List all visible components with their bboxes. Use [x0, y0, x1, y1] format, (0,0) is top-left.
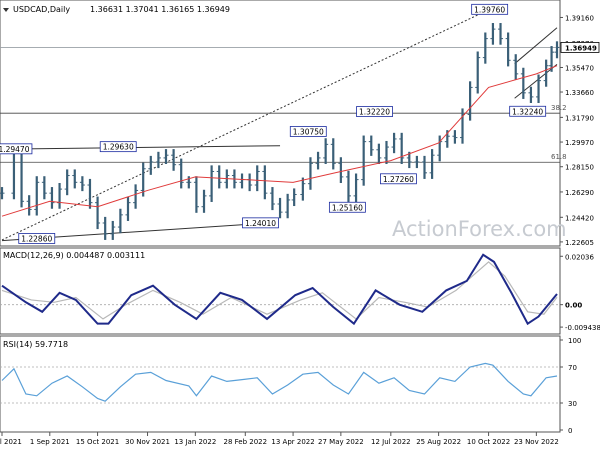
price-tick-label: 1.29970 [565, 139, 594, 147]
trendline [514, 27, 558, 65]
x-tick-label: 27 May 2022 [318, 438, 364, 446]
price-tick-label: 1.35470 [565, 64, 594, 72]
x-tick-label: 1 Sep 2021 [30, 438, 70, 446]
macd-tick-label: 0.02036 [565, 253, 594, 261]
level-label: 1.32220 [359, 108, 390, 117]
level-label: 1.29470 [0, 145, 30, 154]
price-tick-label: 1.31790 [565, 114, 594, 122]
fib-level-label: 38.2 [551, 104, 567, 112]
macd-signal-line [1, 261, 558, 320]
trendline [25, 145, 281, 150]
price-panel: USDCAD,Daily 1.36631 1.37041 1.36165 1.3… [0, 0, 600, 247]
level-label: 1.25160 [332, 203, 363, 212]
rsi-panel-frame [0, 335, 561, 433]
level-label-box [471, 3, 509, 15]
level-label: 1.24010 [245, 219, 276, 228]
level-label-box [356, 106, 393, 117]
macd-tick-label: 0.00 [565, 302, 582, 310]
price-tick-label: 1.28150 [565, 164, 594, 172]
price-tick-label: 1.22605 [565, 239, 594, 247]
level-label-box [328, 201, 366, 213]
macd-panel: MACD(12,26,9) 0.004487 0.003111 0.02036 0… [0, 247, 600, 335]
level-label: 1.39760 [474, 5, 505, 14]
rsi-tick-label: 30 [568, 400, 577, 408]
last-price-box [560, 42, 600, 53]
price-tick-label: 1.26290 [565, 189, 594, 197]
last-price-label: 1.36949 [565, 44, 597, 52]
price-tick-label: 1.39160 [565, 14, 594, 22]
x-tick-label: 30 Nov 2021 [125, 438, 170, 446]
macd-title: MACD(12,26,9) 0.004487 0.003111 [3, 251, 145, 260]
level-label-box [0, 143, 33, 155]
panel-collapse-icon[interactable] [3, 8, 9, 12]
x-tick-label: 15 Oct 2021 [76, 438, 119, 446]
moving-average-line [1, 65, 558, 217]
level-label-box [242, 217, 279, 229]
level-label: 1.32240 [512, 107, 543, 116]
x-tick-label: 12 Jul 2022 [371, 438, 411, 446]
x-tick-label: 10 Oct 2022 [467, 438, 510, 446]
level-label: 1.27260 [383, 175, 414, 184]
ohlc-readout: 1.36631 1.37041 1.36165 1.36949 [90, 5, 230, 14]
fib-level-label: 61.8 [551, 153, 567, 161]
x-tick-label: 25 Aug 2022 [416, 438, 461, 446]
x-tick-label: 23 Nov 2022 [514, 438, 559, 446]
macd-line [1, 253, 558, 326]
macd-tick-label: -0.009438 [565, 324, 600, 332]
level-label: 1.29630 [103, 143, 134, 152]
x-axis: 19 Jul 2021 1 Sep 2021 15 Oct 2021 30 Nov 2… [0, 432, 559, 446]
watermark: ActionForex.com [392, 217, 567, 241]
x-tick-label: 13 Apr 2022 [271, 438, 314, 446]
rsi-panel: RSI(14) 59.7718 100 70 30 0 [0, 335, 581, 435]
rsi-tick-label: 0 [568, 427, 572, 435]
level-label-box [380, 173, 417, 185]
x-tick-label: 28 Feb 2022 [223, 438, 267, 446]
rsi-tick-label: 100 [568, 337, 581, 345]
rsi-tick-label: 70 [568, 364, 577, 372]
level-label: 1.30750 [293, 127, 324, 136]
level-label-box [509, 105, 547, 117]
level-label-box [99, 141, 137, 153]
x-tick-label: 19 Jul 2021 [0, 438, 22, 446]
macd-panel-frame [0, 247, 561, 335]
x-tick-label: 13 Jan 2022 [174, 438, 216, 446]
trendline [514, 63, 558, 99]
level-label-box [18, 233, 56, 244]
rsi-line [1, 362, 558, 402]
level-label: 1.22860 [21, 234, 52, 243]
trendline [1, 8, 490, 241]
price-tick-label: 1.33660 [565, 89, 594, 97]
rsi-title: RSI(14) 59.7718 [3, 340, 68, 349]
price-title: USDCAD,Daily [13, 5, 70, 14]
level-label-box [289, 126, 327, 137]
price-tick-label: 1.24420 [565, 214, 594, 222]
